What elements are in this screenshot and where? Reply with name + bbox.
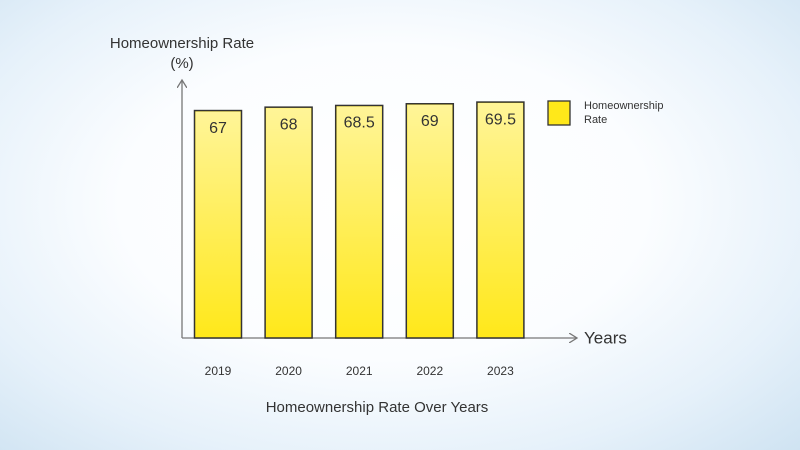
- data-label: 69.5: [485, 111, 516, 128]
- bar: [405, 103, 455, 339]
- data-label: 68: [280, 116, 298, 133]
- data-label: 68.5: [344, 115, 375, 132]
- bar: [193, 109, 243, 339]
- bar: [334, 104, 384, 339]
- bar: [264, 106, 313, 339]
- x-tick-label: 2022: [416, 364, 443, 378]
- data-label: 69: [421, 113, 439, 130]
- chart-title: Homeownership Rate Over Years: [266, 399, 489, 416]
- x-tick-label: 2019: [205, 364, 232, 378]
- bar: [476, 101, 525, 339]
- x-tick-label: 2020: [275, 364, 302, 378]
- x-axis-label: Years: [584, 328, 627, 347]
- x-tick-label: 2023: [487, 364, 514, 378]
- x-tick-label: 2021: [346, 364, 373, 378]
- legend-label: Homeownership Rate: [584, 100, 664, 126]
- legend-swatch: [547, 100, 571, 126]
- data-label: 67: [209, 120, 227, 137]
- y-axis-label: Homeownership Rate (%): [109, 35, 255, 72]
